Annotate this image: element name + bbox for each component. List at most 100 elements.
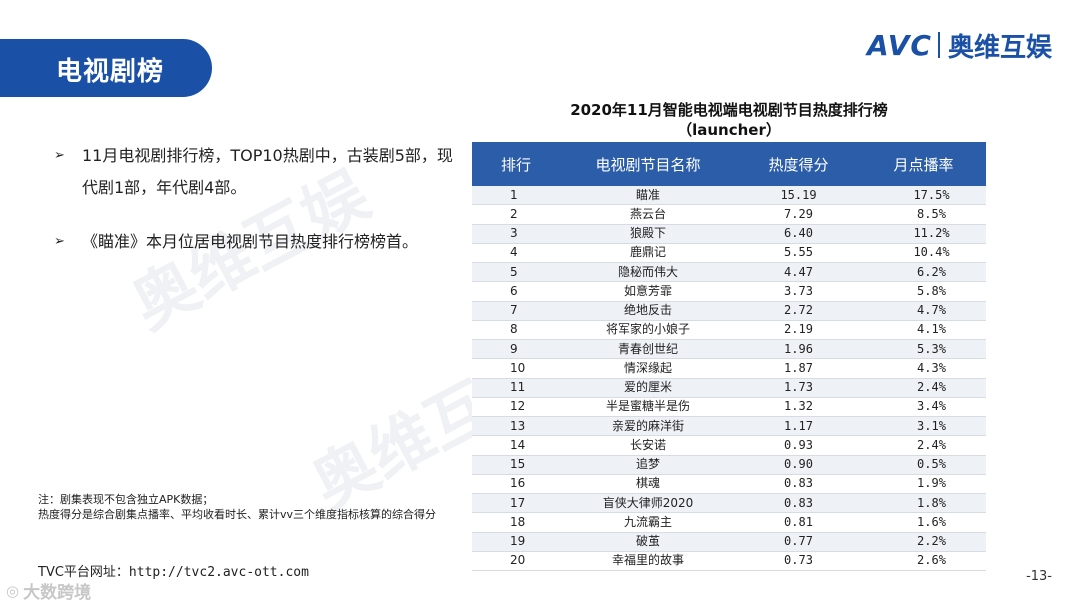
table-row: 15 追梦 0.90 0.5% xyxy=(472,455,986,475)
source-watermark: ◎ 大数跨境 xyxy=(6,578,91,604)
monthly-rate-cell: 11.2% xyxy=(861,224,986,244)
drama-name-cell: 追梦 xyxy=(560,455,736,475)
drama-name-cell: 半是蜜糖半是伤 xyxy=(560,397,736,418)
rank-cell: 1 xyxy=(472,186,560,206)
table-row: 3 狼殿下 6.40 11.2% xyxy=(472,224,986,244)
column-header: 排行 xyxy=(472,142,560,186)
footnote: 注：剧集表现不包含独立APK数据； 热度得分是综合剧集点播率、平均收看时长、累计… xyxy=(38,492,438,522)
platform-url-label: TVC平台网址： xyxy=(38,565,129,580)
column-header: 月点播率 xyxy=(861,142,986,186)
heat-score-cell: 1.73 xyxy=(736,378,861,398)
table-row: 2 燕云台 7.29 8.5% xyxy=(472,204,986,225)
drama-name-cell: 九流霸主 xyxy=(560,512,736,533)
arrow-icon: ➢ xyxy=(54,148,65,163)
drama-name-cell: 棋魂 xyxy=(560,474,736,495)
heat-score-cell: 2.19 xyxy=(736,320,861,341)
section-title: 电视剧榜 xyxy=(56,57,165,87)
table-subtitle: （launcher） xyxy=(677,121,781,139)
table-row: 18 九流霸主 0.81 1.6% xyxy=(472,512,986,533)
platform-url: TVC平台网址：http://tvc2.avc-ott.com xyxy=(38,561,309,580)
avc-logo: AVC 奥维互娱 xyxy=(867,28,1052,63)
table-row: 4 鹿鼎记 5.55 10.4% xyxy=(472,243,986,264)
monthly-rate-cell: 10.4% xyxy=(861,243,986,264)
ranking-table: 排行 电视剧节目名称 热度得分 月点播率 1 瞄准 15.19 17.5% 2 燕云台 7.… xyxy=(472,142,986,572)
drama-name-cell: 绝地反击 xyxy=(560,301,736,321)
rank-cell: 9 xyxy=(472,339,560,360)
rank-cell: 16 xyxy=(472,474,560,495)
drama-name-cell: 幸福里的故事 xyxy=(560,551,736,572)
wechat-icon: ◎ xyxy=(6,581,20,600)
rank-cell: 20 xyxy=(472,551,560,572)
table-row: 16 棋魂 0.83 1.9% xyxy=(472,474,986,495)
heat-score-cell: 0.90 xyxy=(736,455,861,475)
monthly-rate-cell: 5.3% xyxy=(861,339,986,360)
rank-cell: 7 xyxy=(472,301,560,321)
drama-name-cell: 长安诺 xyxy=(560,435,736,456)
heat-score-cell: 5.55 xyxy=(736,243,861,264)
table-row: 12 半是蜜糖半是伤 1.32 3.4% xyxy=(472,397,986,418)
rank-cell: 3 xyxy=(472,224,560,244)
drama-name-cell: 鹿鼎记 xyxy=(560,243,736,264)
monthly-rate-cell: 2.4% xyxy=(861,435,986,456)
page-number: -13- xyxy=(1026,569,1052,584)
monthly-rate-cell: 1.9% xyxy=(861,474,986,495)
section-title-tab: 电视剧榜 xyxy=(0,39,212,97)
rank-cell: 15 xyxy=(472,455,560,475)
drama-name-cell: 青春创世纪 xyxy=(560,339,736,360)
platform-url-link[interactable]: http://tvc2.avc-ott.com xyxy=(128,565,309,580)
monthly-rate-cell: 2.6% xyxy=(861,551,986,572)
table-row: 9 青春创世纪 1.96 5.3% xyxy=(472,339,986,360)
rank-cell: 14 xyxy=(472,435,560,456)
heat-score-cell: 1.96 xyxy=(736,339,861,360)
rank-cell: 18 xyxy=(472,512,560,533)
heat-score-cell: 7.29 xyxy=(736,204,861,225)
table-row: 14 长安诺 0.93 2.4% xyxy=(472,435,986,456)
rank-cell: 8 xyxy=(472,320,560,341)
drama-name-cell: 亲爱的麻洋街 xyxy=(560,416,736,437)
table-row: 10 情深缘起 1.87 4.3% xyxy=(472,358,986,379)
drama-name-cell: 隐秘而伟大 xyxy=(560,262,736,283)
monthly-rate-cell: 1.6% xyxy=(861,512,986,533)
table-row: 5 隐秘而伟大 4.47 6.2% xyxy=(472,262,986,283)
heat-score-cell: 0.73 xyxy=(736,551,861,572)
drama-name-cell: 将军家的小娘子 xyxy=(560,320,736,341)
monthly-rate-cell: 4.7% xyxy=(861,301,986,321)
drama-name-cell: 爱的厘米 xyxy=(560,378,736,398)
drama-name-cell: 如意芳霏 xyxy=(560,281,736,302)
table-row: 7 绝地反击 2.72 4.7% xyxy=(472,301,986,321)
rank-cell: 12 xyxy=(472,397,560,418)
monthly-rate-cell: 8.5% xyxy=(861,204,986,225)
drama-name-cell: 燕云台 xyxy=(560,204,736,225)
table-title: 2020年11月智能电视端电视剧节目热度排行榜 xyxy=(570,101,888,119)
column-header: 热度得分 xyxy=(736,142,861,186)
monthly-rate-cell: 2.4% xyxy=(861,378,986,398)
heat-score-cell: 1.17 xyxy=(736,416,861,437)
rank-cell: 2 xyxy=(472,204,560,225)
drama-name-cell: 破茧 xyxy=(560,532,736,552)
footnote-line: 热度得分是综合剧集点播率、平均收看时长、累计vv三个维度指标核算的综合得分 xyxy=(38,508,437,521)
bullet-text: 11月电视剧排行榜，TOP10热剧中，古装剧5部，现代剧1部，年代剧4部。 xyxy=(82,146,453,197)
arrow-icon: ➢ xyxy=(54,234,65,249)
rank-cell: 11 xyxy=(472,378,560,398)
rank-cell: 13 xyxy=(472,416,560,437)
rank-cell: 10 xyxy=(472,358,560,379)
monthly-rate-cell: 17.5% xyxy=(861,186,986,206)
column-header: 电视剧节目名称 xyxy=(560,142,736,186)
heat-score-cell: 2.72 xyxy=(736,301,861,321)
logo-divider xyxy=(937,32,940,58)
table-row: 11 爱的厘米 1.73 2.4% xyxy=(472,378,986,398)
heat-score-cell: 0.83 xyxy=(736,474,861,495)
monthly-rate-cell: 1.8% xyxy=(861,493,986,514)
table-row: 19 破茧 0.77 2.2% xyxy=(472,532,986,552)
table-row: 17 盲侠大律师2020 0.83 1.8% xyxy=(472,493,986,514)
rank-cell: 19 xyxy=(472,532,560,552)
rank-cell: 5 xyxy=(472,262,560,283)
rank-cell: 6 xyxy=(472,281,560,302)
monthly-rate-cell: 3.1% xyxy=(861,416,986,437)
heat-score-cell: 0.93 xyxy=(736,435,861,456)
drama-name-cell: 狼殿下 xyxy=(560,224,736,244)
heat-score-cell: 6.40 xyxy=(736,224,861,244)
heat-score-cell: 15.19 xyxy=(736,186,861,206)
table-row: 13 亲爱的麻洋街 1.17 3.1% xyxy=(472,416,986,437)
drama-name-cell: 瞄准 xyxy=(560,186,736,206)
